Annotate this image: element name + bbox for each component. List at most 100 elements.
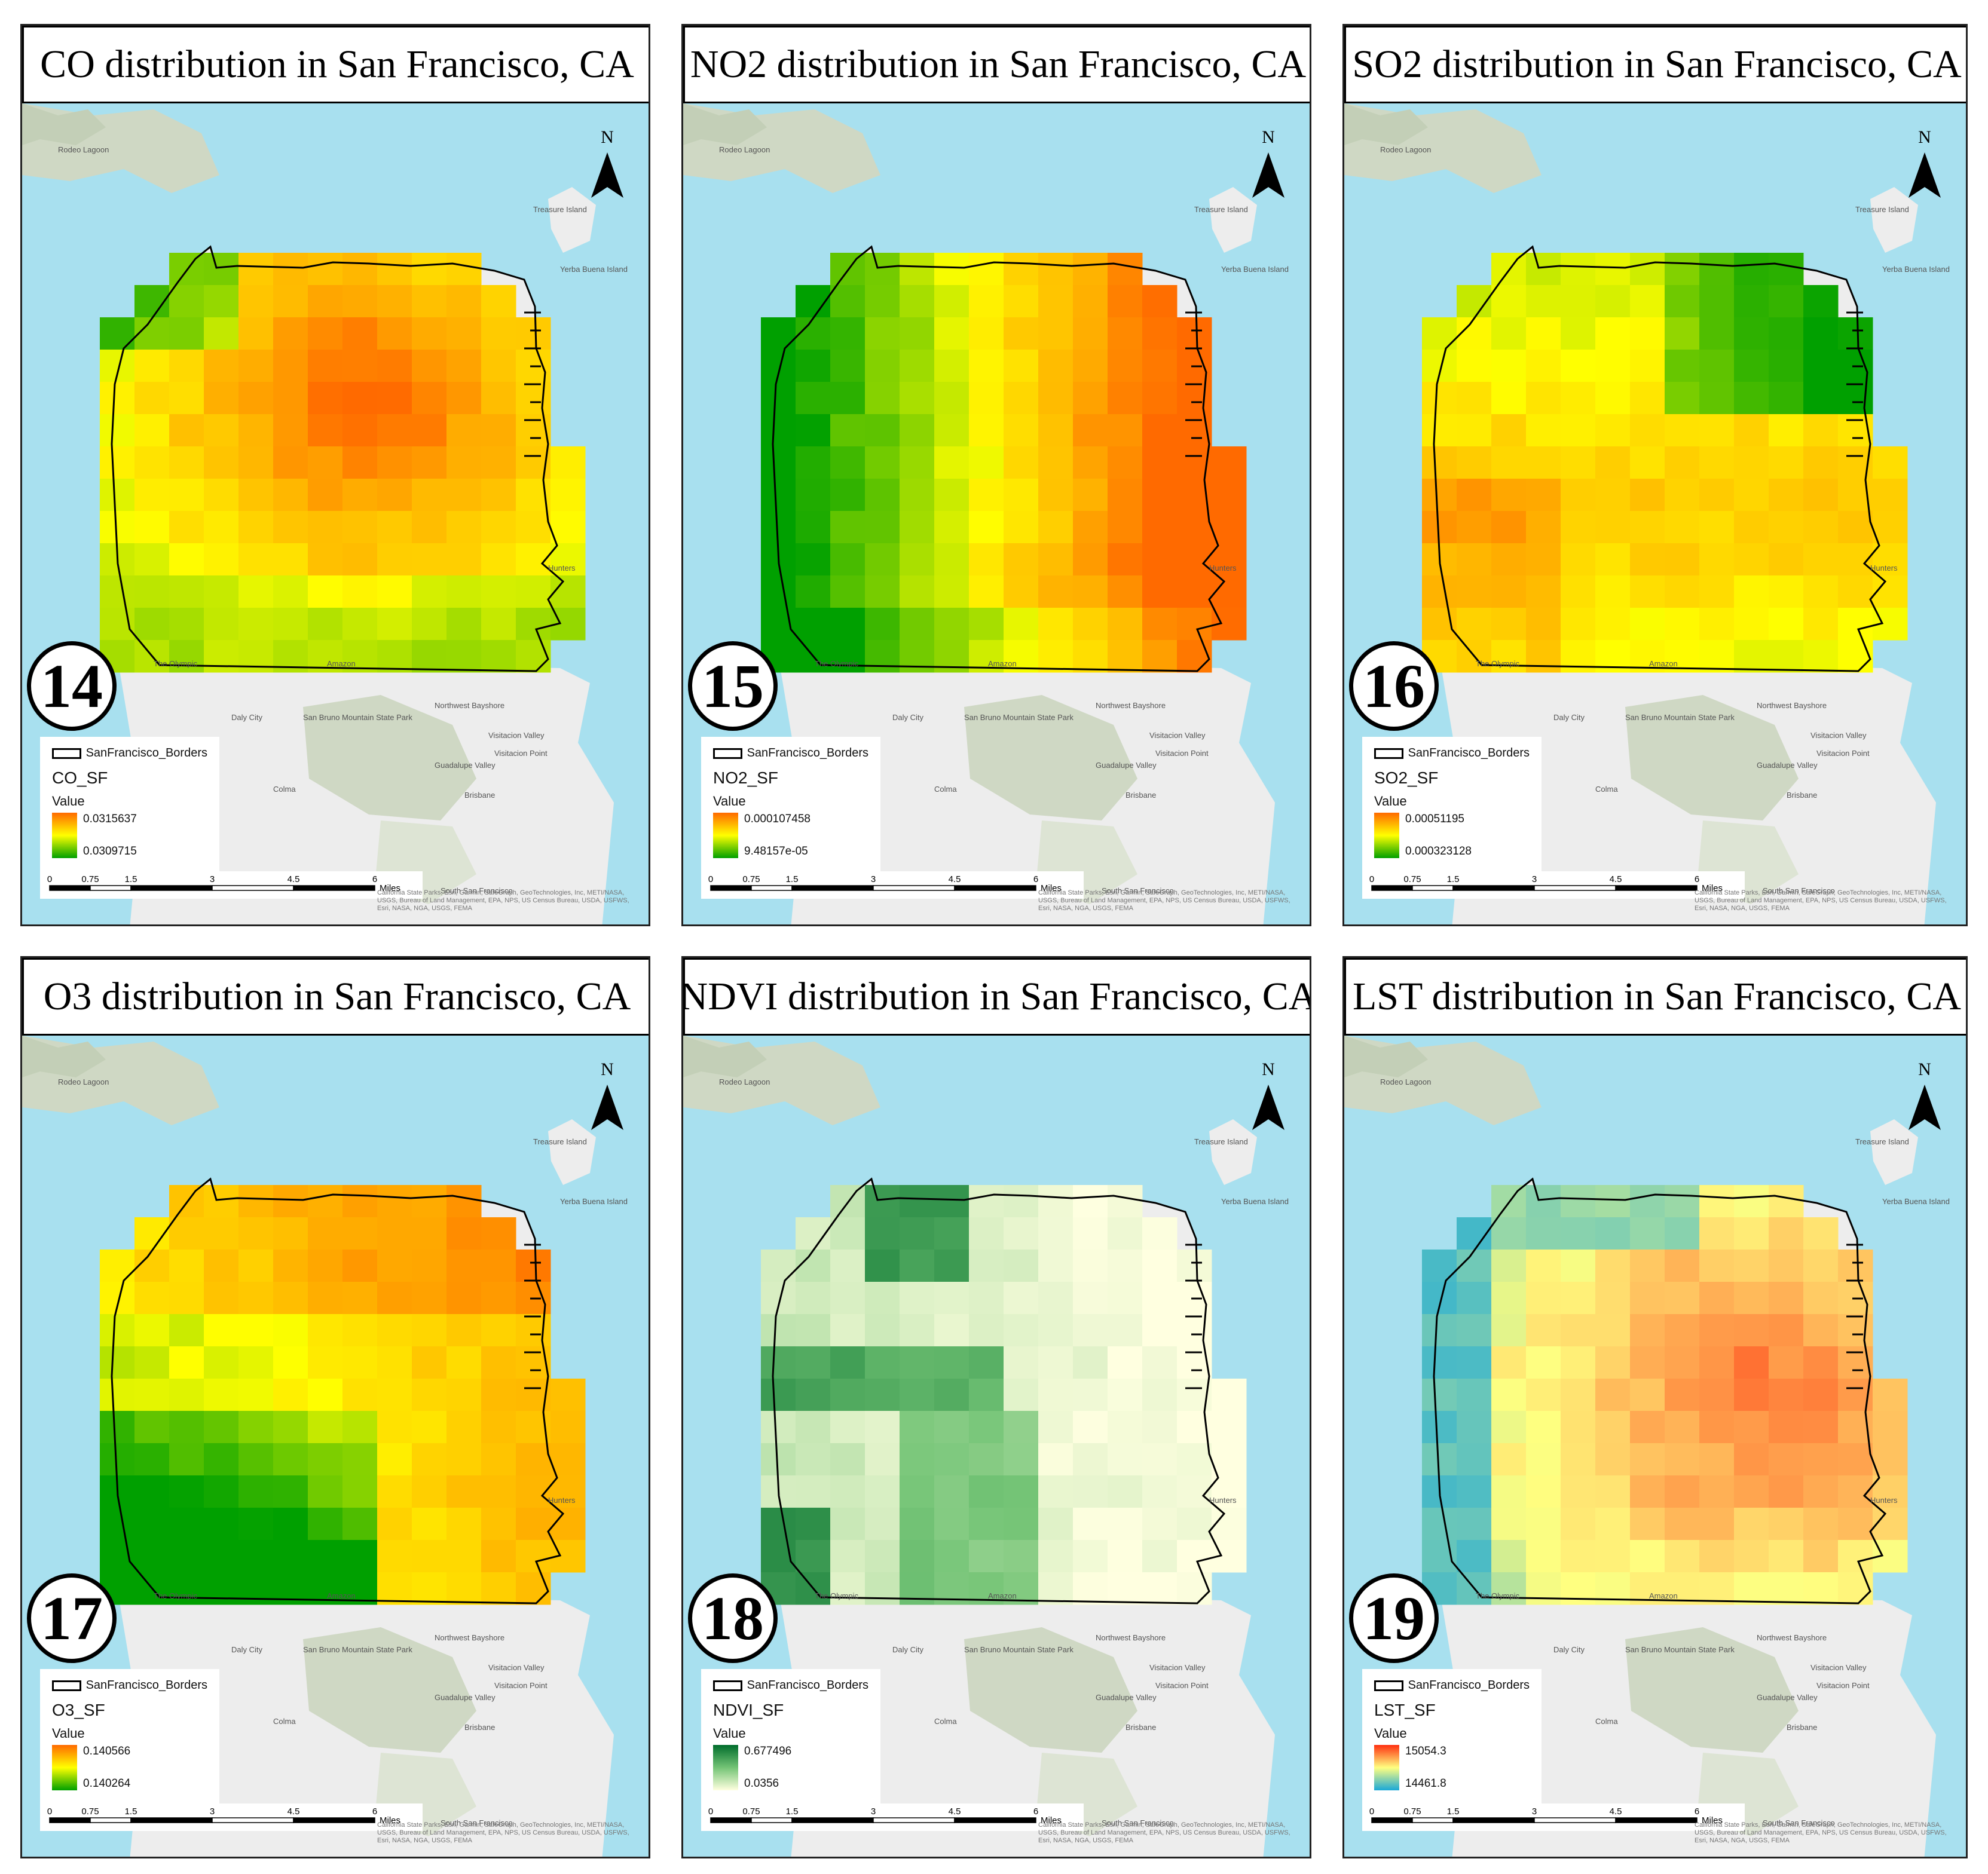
raster-cell — [204, 1475, 239, 1508]
map-panel-17: O3 distribution in San Francisco, CA N Tre… — [20, 956, 650, 1858]
scale-tick-label: 4.5 — [949, 1806, 961, 1817]
raster-cell — [1177, 1250, 1212, 1282]
raster-cell — [446, 511, 482, 544]
raster-cell — [969, 1379, 1004, 1411]
raster-cell — [934, 1282, 969, 1315]
raster-cell — [1769, 1314, 1804, 1347]
raster-cell — [308, 511, 343, 544]
basemap-label: Visitacion Valley — [1149, 1663, 1206, 1672]
raster-cell — [308, 350, 343, 382]
raster-cell — [134, 350, 170, 382]
raster-cell — [1665, 1540, 1700, 1573]
raster-cell — [1142, 1540, 1177, 1573]
raster-cell — [830, 543, 865, 576]
basemap-label: Visitacion Point — [1155, 749, 1209, 758]
raster-cell — [273, 1411, 308, 1444]
treasure-island — [1209, 187, 1257, 253]
raster-cell — [134, 511, 170, 544]
legend-border-label: SanFrancisco_Borders — [747, 1679, 868, 1692]
scale-tick-label: 6 — [372, 874, 377, 884]
raster-cell — [446, 285, 482, 318]
raster-cell — [1665, 1346, 1700, 1379]
raster-cell — [238, 1443, 274, 1476]
raster-cell — [412, 511, 447, 544]
raster-cell — [1838, 575, 1873, 608]
scale-segment — [212, 885, 294, 891]
raster-cell — [1038, 1540, 1073, 1573]
basemap-label: San Bruno Mountain State Park — [1625, 713, 1735, 722]
raster-cell — [1212, 479, 1247, 512]
raster-cell — [308, 1540, 343, 1573]
treasure-island — [1209, 1119, 1257, 1185]
basemap-label: Visitacion Valley — [1810, 1663, 1867, 1672]
raster-cell — [377, 1314, 412, 1347]
raster-cell — [1526, 640, 1561, 673]
raster-cell — [1142, 543, 1177, 576]
raster-cell — [446, 382, 482, 415]
raster-cell — [1665, 640, 1700, 673]
raster-cell — [169, 317, 204, 350]
raster-cell — [1630, 446, 1665, 479]
raster-cell — [481, 1508, 516, 1541]
raster-cell — [1595, 317, 1631, 350]
raster-cell — [446, 1508, 482, 1541]
raster-cell — [796, 382, 831, 415]
raster-cell — [412, 1411, 447, 1444]
raster-cell — [1665, 608, 1700, 641]
raster-cell — [1108, 350, 1143, 382]
raster-cell — [1526, 1411, 1561, 1444]
raster-cell — [1595, 608, 1631, 641]
raster-cell — [446, 1572, 482, 1605]
raster-cell — [934, 1217, 969, 1250]
basemap-label: The Olympic — [154, 1591, 197, 1600]
raster-cell — [1142, 1379, 1177, 1411]
basemap-label: Brisbane — [1787, 791, 1818, 800]
raster-cell — [134, 446, 170, 479]
raster-cell — [1561, 608, 1596, 641]
raster-cell — [377, 317, 412, 350]
raster-cell — [481, 511, 516, 544]
legend-value-label: Value — [52, 794, 85, 809]
hill-shade — [22, 1036, 106, 1077]
raster-cell — [516, 608, 551, 641]
raster-cell — [934, 608, 969, 641]
raster-cell — [342, 1346, 378, 1379]
raster-cell — [1734, 1346, 1769, 1379]
raster-cell — [1734, 253, 1769, 286]
raster-cell — [377, 1475, 412, 1508]
raster-cell — [308, 253, 343, 286]
raster-cell — [516, 1540, 551, 1573]
basemap-label: Guadalupe Valley — [435, 1693, 496, 1702]
raster-cell — [238, 1185, 274, 1218]
raster-cell — [1073, 1411, 1108, 1444]
scale-tick-label: 0 — [708, 1806, 713, 1817]
raster-cell — [1699, 253, 1735, 286]
raster-cell — [481, 285, 516, 318]
scale-segment — [293, 1817, 375, 1823]
raster-cell — [1038, 382, 1073, 415]
raster-cell — [1526, 253, 1561, 286]
raster-cell — [273, 1185, 308, 1218]
raster-cell — [1422, 1314, 1457, 1347]
basemap-label: The Olympic — [815, 659, 858, 668]
basemap-label: Rodeo Lagoon — [1380, 1077, 1432, 1086]
raster-cell — [516, 382, 551, 415]
raster-cell — [1873, 543, 1908, 576]
raster-cell — [761, 1250, 796, 1282]
raster-cell — [1769, 1185, 1804, 1218]
raster-cell — [412, 1346, 447, 1379]
raster-cell — [969, 608, 1004, 641]
raster-cell — [761, 1411, 796, 1444]
raster-cell — [1734, 1217, 1769, 1250]
raster-cell — [1561, 1346, 1596, 1379]
scale-unit: Miles — [1041, 883, 1062, 893]
raster-cell — [204, 1443, 239, 1476]
raster-cell — [273, 543, 308, 576]
raster-cell — [412, 1475, 447, 1508]
raster-cell — [1734, 1314, 1769, 1347]
raster-cell — [1073, 350, 1108, 382]
raster-cell — [1873, 1508, 1908, 1541]
raster-cell — [1561, 1379, 1596, 1411]
raster-cell — [342, 1217, 378, 1250]
raster-cell — [1177, 1540, 1212, 1573]
